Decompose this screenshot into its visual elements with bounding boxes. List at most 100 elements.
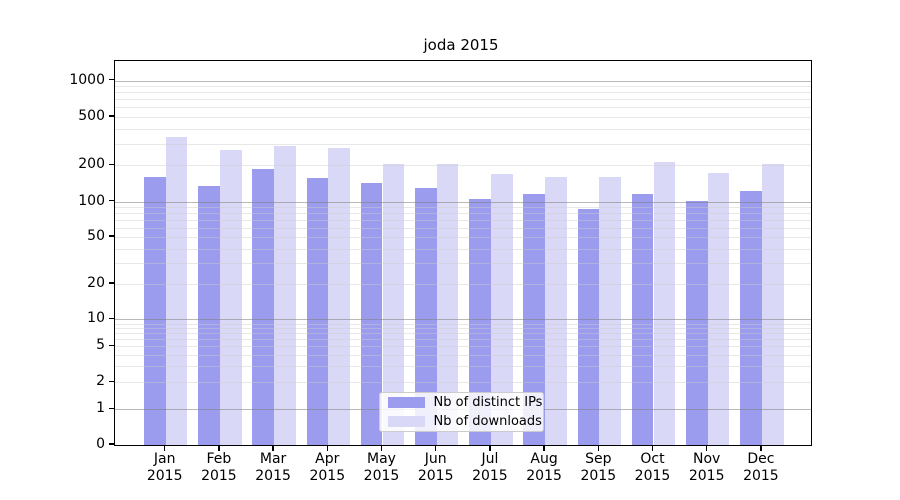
x-tick-mark-aug	[543, 445, 545, 451]
gridline-major-1000	[114, 80, 811, 82]
bar-distinct-ips-apr	[306, 177, 329, 445]
y-tick-label-200: 200	[78, 156, 105, 173]
bar-distinct-ips-may	[360, 182, 383, 445]
bar-downloads-sep	[599, 176, 621, 445]
x-tick-mark-nov	[706, 445, 708, 451]
y-tick-mark-50	[108, 235, 114, 237]
x-tick-year: 2015	[472, 468, 508, 484]
gridline-minor-4	[114, 355, 811, 357]
gridline-minor-90	[114, 207, 811, 209]
x-tick-year: 2015	[255, 468, 291, 484]
bar-distinct-ips-mar	[252, 169, 275, 445]
x-tick-mark-oct	[651, 445, 654, 451]
gridline-minor-9	[114, 323, 811, 325]
x-tick-month: Mar	[259, 451, 287, 467]
x-tick-year: 2015	[743, 468, 779, 484]
x-tick-label-feb: Feb 2015	[179, 451, 259, 485]
legend-label-downloads: Nb of downloads	[433, 413, 542, 429]
legend-entry-distinct-ips: Nb of distinct IPs	[387, 393, 543, 412]
bar-distinct-ips-feb	[198, 185, 220, 445]
x-tick-year: 2015	[363, 468, 400, 484]
y-tick-label-100: 100	[78, 192, 105, 209]
x-tick-label-aug: Aug 2015	[504, 451, 584, 485]
x-tick-label-oct: Oct 2015	[613, 451, 693, 485]
bar-downloads-aug	[545, 176, 567, 445]
gridline-minor-700	[114, 99, 811, 101]
bar-distinct-ips-jan	[144, 176, 166, 445]
y-tick-mark-200	[108, 163, 114, 165]
bar-downloads-oct	[653, 162, 676, 445]
x-tick-year: 2015	[526, 468, 562, 484]
y-tick-mark-2	[108, 380, 114, 382]
gridline-minor-600	[114, 107, 811, 109]
x-tick-mark-mar	[272, 445, 274, 451]
x-tick-year: 2015	[580, 468, 617, 484]
y-tick-label-1000: 1000	[69, 71, 105, 88]
gridline-minor-500	[114, 116, 811, 118]
x-tick-mark-apr	[326, 445, 328, 451]
gridline-minor-70	[114, 219, 811, 221]
legend-entry-downloads: Nb of downloads	[387, 412, 543, 431]
y-tick-mark-0	[108, 443, 114, 445]
y-tick-label-5: 5	[96, 337, 105, 354]
x-tick-label-jan: Jan 2015	[125, 451, 205, 485]
x-tick-month: Jan	[153, 451, 176, 467]
x-tick-month: Nov	[693, 451, 721, 467]
y-tick-mark-10	[108, 317, 114, 320]
legend-swatch-distinct-ips-icon	[387, 396, 425, 408]
bar-distinct-ips-nov	[686, 201, 708, 445]
x-tick-label-dec: Dec 2015	[721, 451, 801, 485]
gridline-minor-400	[114, 128, 811, 130]
bar-distinct-ips-jun	[415, 187, 437, 445]
gridline-minor-300	[114, 143, 811, 145]
y-tick-mark-20	[108, 282, 114, 284]
x-tick-year: 2015	[417, 468, 454, 484]
bar-downloads-nov	[707, 173, 730, 445]
x-tick-label-jul: Jul 2015	[450, 451, 530, 485]
x-tick-month: Aug	[530, 451, 558, 467]
y-tick-label-1: 1	[96, 400, 105, 417]
legend: Nb of distinct IPs Nb of downloads	[378, 391, 544, 432]
plot-area	[113, 59, 812, 446]
x-tick-label-mar: Mar 2015	[233, 451, 313, 485]
gridline-minor-6	[114, 339, 811, 341]
gridline-minor-2	[114, 382, 811, 384]
x-tick-year: 2015	[309, 468, 346, 484]
bar-downloads-jun	[436, 164, 459, 445]
y-tick-mark-500	[108, 115, 114, 117]
x-tick-year: 2015	[201, 468, 237, 484]
gridline-minor-800	[114, 92, 811, 94]
x-tick-mark-jul	[489, 445, 491, 451]
bar-downloads-jan	[165, 137, 188, 445]
y-tick-label-2: 2	[96, 373, 105, 390]
y-tick-mark-5	[108, 344, 114, 347]
x-tick-month: Oct	[640, 451, 665, 467]
x-tick-month: Feb	[206, 451, 232, 467]
x-tick-mark-dec	[760, 445, 762, 451]
x-tick-mark-jun	[435, 445, 437, 451]
x-tick-month: Apr	[315, 451, 340, 467]
legend-label-distinct-ips: Nb of distinct IPs	[433, 394, 543, 410]
gridline-minor-60	[114, 227, 811, 229]
x-tick-label-nov: Nov 2015	[667, 451, 747, 485]
gridline-minor-900	[114, 86, 811, 88]
y-tick-mark-1	[108, 407, 114, 410]
bar-downloads-mar	[274, 146, 296, 445]
bar-downloads-may	[382, 163, 405, 445]
bar-distinct-ips-sep	[577, 208, 600, 445]
x-tick-month: Jul	[481, 451, 499, 467]
gridline-minor-8	[114, 328, 811, 330]
x-tick-year: 2015	[634, 468, 671, 484]
x-tick-year: 2015	[688, 468, 725, 484]
y-tick-label-0: 0	[96, 436, 105, 452]
bar-downloads-jul	[490, 174, 513, 445]
gridline-major-10	[114, 319, 811, 321]
bar-distinct-ips-dec	[740, 190, 762, 445]
x-tick-label-may: May 2015	[342, 451, 422, 485]
y-tick-label-20: 20	[87, 274, 105, 291]
gridline-major-100	[114, 201, 811, 203]
gridline-minor-30	[114, 263, 811, 265]
bar-downloads-dec	[761, 163, 784, 445]
gridline-minor-5	[114, 346, 811, 348]
gridline-minor-50	[114, 237, 811, 239]
